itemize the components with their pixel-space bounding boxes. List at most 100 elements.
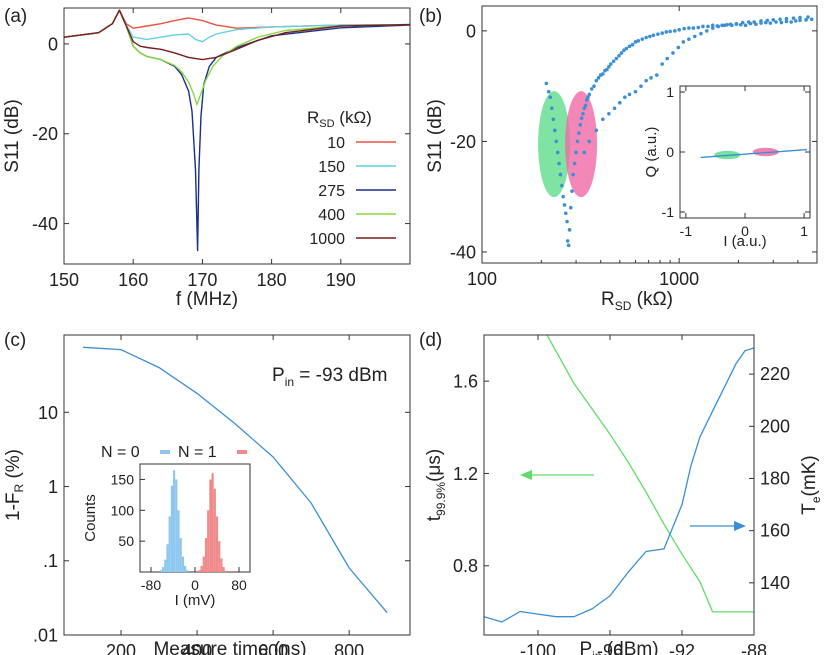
data-point [765, 18, 770, 23]
data-point [553, 128, 557, 133]
hist-bar-n0 [175, 479, 178, 572]
data-point [793, 19, 798, 23]
panel-c-annotation: Pin = -93 dBm [272, 365, 388, 389]
series-line-te [484, 347, 754, 623]
data-point [558, 172, 563, 177]
c-x-tick-label: 600 [258, 641, 288, 655]
data-point [692, 34, 697, 39]
panel-b-ylabel: S11 (dB) [425, 99, 446, 173]
panel-a-frame [63, 7, 411, 265]
data-point [768, 21, 773, 25]
data-point [567, 228, 572, 232]
data-point [560, 183, 564, 188]
inset-c-frame [139, 463, 251, 573]
data-point [682, 26, 686, 31]
data-point [571, 172, 575, 177]
panel-c-xlabel: Measure time (ns) [153, 639, 306, 655]
panel-d-xlabel: Pin (dBm) [579, 639, 658, 655]
series-line-t999 [546, 335, 754, 613]
data-point [651, 33, 656, 38]
panel-c-frame [63, 334, 411, 636]
series-line-1000 [64, 9, 410, 61]
hist-bar-n0 [162, 567, 165, 572]
c-y-tick-label: 10 [38, 403, 58, 423]
legend-label-1000: 1000 [309, 231, 345, 248]
a-x-tick-label: 150 [49, 270, 79, 290]
hist-bar-n0 [181, 556, 184, 572]
inset-b-frame [679, 85, 811, 219]
inset-b-y-tick-label: 0 [666, 144, 674, 160]
arrow-left-axis-head [520, 470, 532, 480]
data-point [636, 39, 641, 43]
c-y-tick-label: 1 [48, 477, 58, 497]
data-point [710, 26, 715, 30]
data-point [587, 92, 592, 97]
data-point [660, 31, 664, 35]
data-point [624, 46, 629, 51]
series-line-10 [64, 9, 410, 38]
a-x-tick-label: 190 [326, 270, 356, 290]
legend-title: RSD (kΩ) [307, 108, 372, 130]
b-y-tick-label: -20 [450, 132, 476, 152]
a-y-tick-label: 0 [48, 34, 58, 54]
data-point [728, 22, 733, 27]
data-point [586, 95, 590, 99]
data-point [557, 161, 561, 166]
hist-bar-n1 [200, 565, 203, 572]
panel-d-ylabel-left: t99.9%(μs) [424, 449, 448, 521]
hist-bar-n1 [204, 538, 208, 572]
panel-d-frame [483, 334, 755, 636]
inset-c-xlabel: I (mV) [175, 592, 216, 609]
data-point [583, 103, 588, 108]
a-x-tick-label: 170 [187, 270, 217, 290]
data-point [710, 23, 715, 28]
data-point [630, 42, 635, 47]
inset-b-x-tick-label: -1 [680, 223, 693, 239]
data-point [691, 26, 696, 30]
hist-bar-n0 [173, 470, 176, 572]
data-point [791, 16, 796, 20]
b-x-tick-label: 1000 [659, 269, 699, 289]
data-point [677, 27, 681, 32]
legend-label-150: 150 [318, 159, 345, 176]
panel-c-ylabel: 1-FR (%) [3, 449, 26, 521]
data-point [778, 17, 782, 22]
data-point [623, 95, 627, 99]
d-x-tick-label: -96 [597, 641, 623, 655]
panel-d-ylabel-right: Te(mK) [799, 455, 823, 514]
hist-bar-n1 [215, 516, 219, 572]
data-point [633, 89, 638, 94]
data-point [704, 29, 709, 33]
hist-bar-n1 [218, 541, 221, 572]
inset-iq-line [700, 148, 808, 159]
inset-c-x-tick-label: -80 [141, 577, 161, 593]
inset-legend-n1-label: N = 1 [178, 444, 217, 461]
hist-bar-n0 [168, 516, 171, 572]
data-point [601, 117, 605, 122]
c-y-tick-label: .01 [33, 625, 58, 645]
data-point [566, 243, 571, 248]
data-point [654, 73, 659, 77]
data-point [633, 40, 638, 44]
data-point [578, 123, 583, 127]
hist-bar-n0 [177, 510, 180, 572]
panel-d: (d) -100 -96 -92 -88 0.8 1.2 1.6 140 160 180 200 22… [419, 330, 823, 655]
hist-bar-n0 [164, 559, 167, 572]
data-point [798, 18, 802, 23]
inset-b-x-tick-label: 1 [800, 223, 808, 239]
data-point [546, 89, 551, 94]
hist-bar-n0 [186, 570, 189, 572]
data-point [656, 32, 660, 36]
inset-c-x-tick-label: 0 [191, 577, 199, 593]
panel-d-label: (d) [419, 330, 442, 351]
inset-b-ylabel: Q (a.u.) [643, 127, 660, 178]
hist-bar-n0 [159, 570, 162, 572]
data-point [618, 100, 622, 105]
data-point [601, 72, 605, 76]
hist-bar-n0 [170, 485, 173, 572]
data-point [587, 139, 592, 144]
d-y-right-tick-label: 140 [760, 573, 790, 593]
data-point [568, 205, 573, 210]
data-point [671, 51, 675, 55]
data-point [592, 84, 596, 88]
